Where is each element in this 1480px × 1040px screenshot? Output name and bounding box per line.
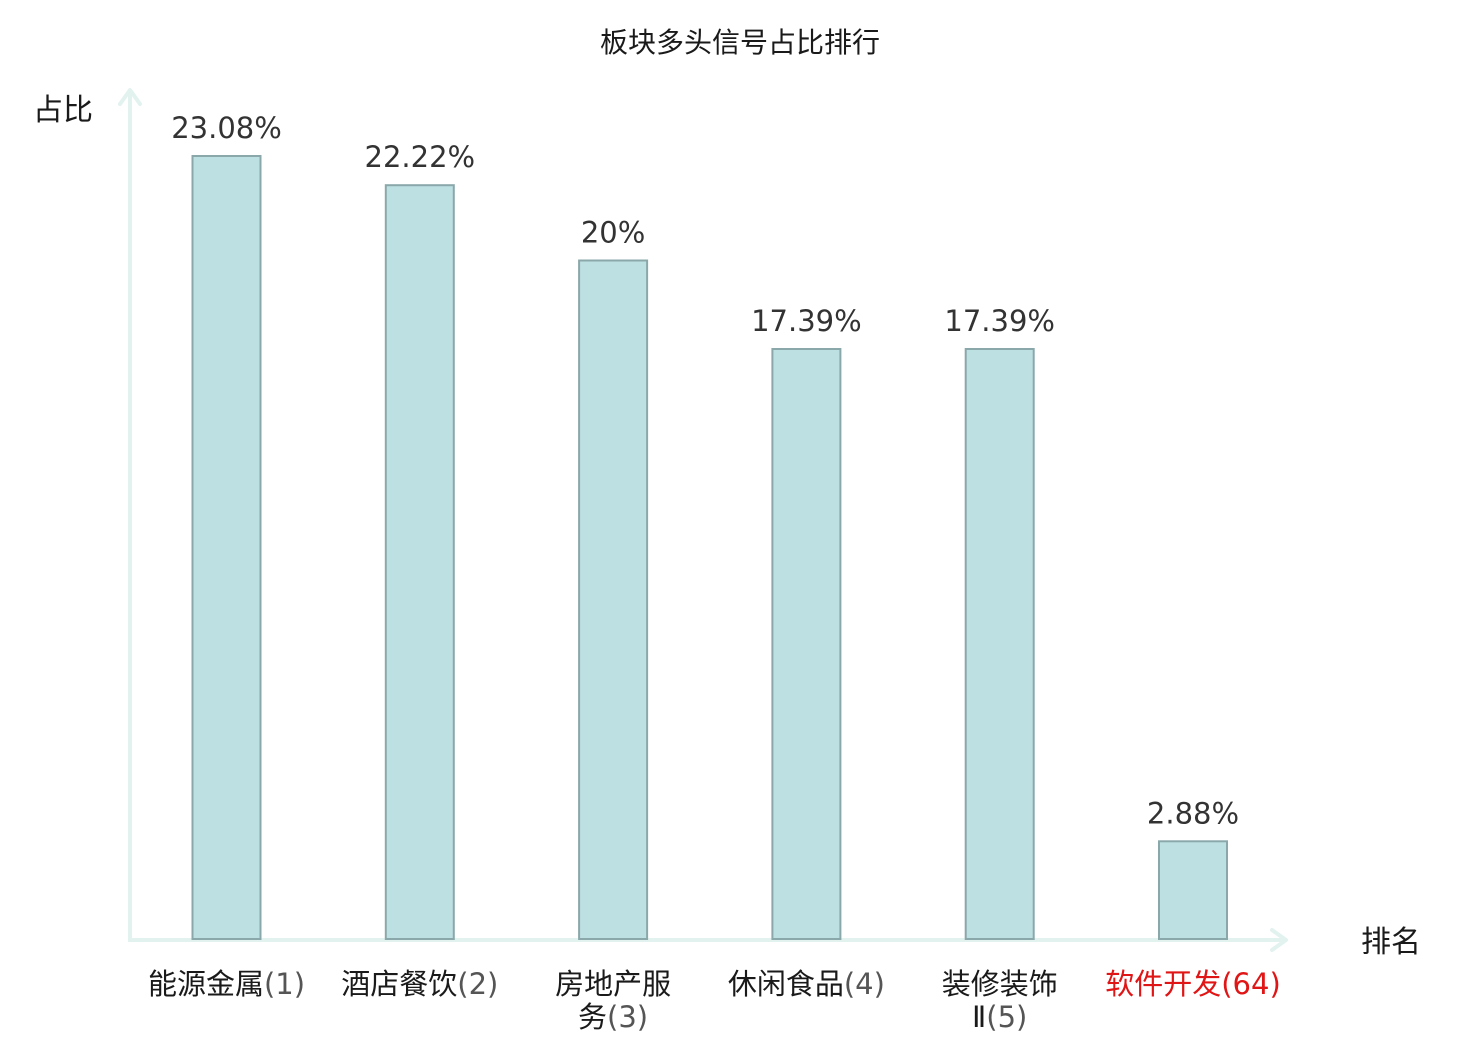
- category-name-line: 务: [578, 1000, 607, 1034]
- category-label-4: 休闲食品(4): [728, 967, 885, 1001]
- value-labels-group: 23.08% 22.22% 20% 17.39% 17.39% 2.88%: [171, 111, 1239, 830]
- x-axis: 排名: [128, 925, 1421, 960]
- y-axis-label: 占比: [33, 93, 93, 128]
- category-name-line: 酒店餐饮: [341, 967, 457, 1001]
- category-labels-group: 能源金属(1) 酒店餐饮(2) 房地产服务(3) 休闲食品(4) 装修装饰 Ⅱ(5) 软件开…: [148, 967, 1281, 1034]
- category-name-line: 装修装饰: [942, 967, 1058, 1001]
- category-name-line: 休闲食品: [728, 967, 844, 1001]
- category-rank: (3): [607, 1000, 648, 1034]
- bar-2: [384, 184, 455, 940]
- x-axis-arrowhead: [1270, 928, 1288, 952]
- bar-4: [771, 348, 842, 940]
- category-name-line: 软件开发: [1105, 967, 1221, 1001]
- category-rank: (2): [457, 967, 498, 1001]
- bar-3: [578, 259, 649, 940]
- category-name-line: 能源金属: [148, 967, 264, 1001]
- value-label-3: 20%: [581, 216, 645, 250]
- category-rank: (4): [844, 967, 885, 1001]
- value-label-2: 22.22%: [365, 140, 476, 174]
- category-rank: (5): [986, 1000, 1027, 1034]
- value-label-4: 17.39%: [751, 304, 862, 338]
- category-label-6: 软件开发(64): [1105, 967, 1281, 1001]
- y-axis-arrowhead: [118, 88, 142, 106]
- chart-title: 板块多头信号占比排行: [600, 26, 880, 59]
- value-label-5: 17.39%: [944, 304, 1055, 338]
- bars-group: [191, 155, 1228, 940]
- category-rank: (1): [264, 967, 305, 1001]
- bar-5: [964, 348, 1035, 940]
- x-axis-label: 排名: [1361, 925, 1421, 960]
- category-label-5: 装修装饰 Ⅱ(5): [942, 967, 1058, 1034]
- category-label-1: 能源金属(1): [148, 967, 305, 1001]
- y-axis: 占比: [33, 88, 142, 940]
- bar-6: [1158, 840, 1228, 940]
- category-label-2: 酒店餐饮(2): [341, 967, 498, 1001]
- category-label-3: 房地产服务(3): [555, 967, 671, 1034]
- bar-1: [191, 155, 262, 940]
- category-rank: (64): [1221, 967, 1281, 1001]
- value-label-6: 2.88%: [1147, 796, 1239, 830]
- category-name-line: Ⅱ: [972, 1000, 986, 1034]
- value-label-1: 23.08%: [171, 111, 282, 145]
- category-name-line: 房地产服: [555, 967, 671, 1001]
